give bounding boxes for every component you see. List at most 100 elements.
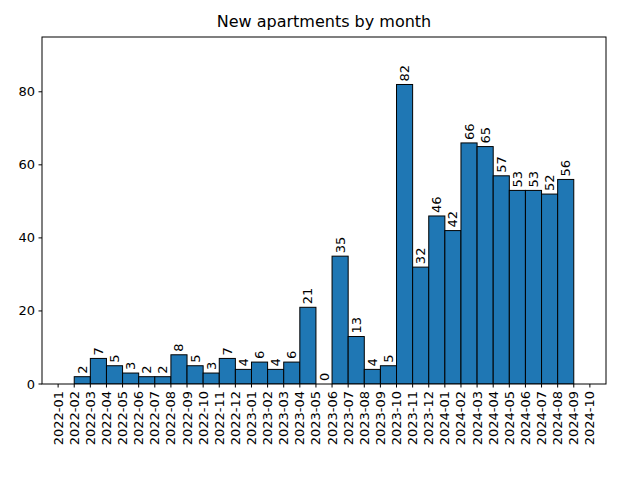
x-tick bbox=[267, 384, 268, 388]
bar bbox=[348, 337, 364, 384]
data-label: 65 bbox=[478, 127, 493, 144]
x-tick-label: 2023-10 bbox=[389, 391, 404, 445]
x-tick-label: 2022-03 bbox=[83, 391, 98, 445]
chart-container: 2753228537464621035134582324642666557535… bbox=[0, 0, 640, 480]
x-tick bbox=[138, 384, 139, 388]
x-tick-label: 2023-05 bbox=[308, 391, 323, 445]
x-tick bbox=[541, 384, 542, 388]
x-tick-label: 2022-10 bbox=[196, 391, 211, 445]
data-labels: 2753228537464621035134582324642666557535… bbox=[75, 65, 573, 381]
x-tick-label: 2024-10 bbox=[582, 391, 597, 445]
data-label: 52 bbox=[542, 175, 557, 192]
data-label: 21 bbox=[300, 288, 315, 305]
bar bbox=[106, 366, 122, 384]
bar bbox=[525, 190, 541, 384]
data-label: 5 bbox=[107, 354, 122, 362]
x-tick-label: 2024-06 bbox=[518, 391, 533, 445]
bar bbox=[542, 194, 558, 384]
bar bbox=[493, 176, 509, 384]
bar bbox=[203, 373, 219, 384]
bar bbox=[139, 377, 155, 384]
data-label: 3 bbox=[204, 362, 219, 370]
bar bbox=[171, 355, 187, 384]
bar bbox=[461, 143, 477, 384]
x-tick bbox=[315, 384, 316, 388]
chart: 2753228537464621035134582324642666557535… bbox=[0, 0, 640, 480]
data-label: 42 bbox=[445, 211, 460, 228]
x-tick bbox=[90, 384, 91, 388]
axes: 0204060802022-012022-022022-032022-04202… bbox=[18, 84, 597, 445]
title: New apartments by month bbox=[217, 12, 432, 31]
x-tick bbox=[106, 384, 107, 388]
y-tick-label: 40 bbox=[18, 230, 35, 245]
x-tick bbox=[187, 384, 188, 388]
bar bbox=[300, 307, 316, 384]
bar bbox=[397, 84, 413, 384]
x-tick bbox=[525, 384, 526, 388]
data-label: 35 bbox=[333, 237, 348, 254]
bars bbox=[74, 84, 574, 384]
x-tick bbox=[219, 384, 220, 388]
data-label: 66 bbox=[462, 123, 477, 140]
x-tick bbox=[203, 384, 204, 388]
x-tick-label: 2023-01 bbox=[244, 391, 259, 445]
bar bbox=[332, 256, 348, 384]
x-tick bbox=[557, 384, 558, 388]
data-label: 46 bbox=[429, 196, 444, 213]
x-tick bbox=[444, 384, 445, 388]
bar bbox=[268, 369, 284, 384]
x-tick bbox=[412, 384, 413, 388]
x-tick-label: 2022-01 bbox=[51, 391, 66, 445]
y-tick-label: 80 bbox=[18, 84, 35, 99]
bar bbox=[429, 216, 445, 384]
data-label: 2 bbox=[75, 365, 90, 373]
data-label: 0 bbox=[317, 373, 332, 381]
x-tick bbox=[283, 384, 284, 388]
y-tick-label: 0 bbox=[27, 377, 35, 392]
x-tick bbox=[235, 384, 236, 388]
plot-frame bbox=[42, 37, 606, 384]
data-label: 53 bbox=[510, 171, 525, 188]
x-tick-label: 2023-07 bbox=[341, 391, 356, 445]
data-label: 13 bbox=[349, 317, 364, 334]
data-label: 6 bbox=[252, 351, 267, 359]
bar bbox=[74, 377, 90, 384]
data-label: 57 bbox=[494, 156, 509, 173]
x-tick-label: 2023-02 bbox=[260, 391, 275, 445]
y-tick bbox=[39, 164, 43, 165]
bar bbox=[90, 358, 106, 384]
x-tick bbox=[58, 384, 59, 388]
x-tick-label: 2022-06 bbox=[131, 391, 146, 445]
x-tick-label: 2022-07 bbox=[147, 391, 162, 445]
x-tick-label: 2024-02 bbox=[453, 391, 468, 445]
x-tick bbox=[122, 384, 123, 388]
x-tick-label: 2023-09 bbox=[373, 391, 388, 445]
bar bbox=[251, 362, 267, 384]
bar bbox=[284, 362, 300, 384]
x-tick bbox=[428, 384, 429, 388]
x-tick-label: 2023-03 bbox=[276, 391, 291, 445]
y-tick bbox=[39, 237, 43, 238]
x-tick bbox=[396, 384, 397, 388]
background bbox=[0, 0, 640, 480]
data-label: 2 bbox=[139, 365, 154, 373]
x-tick-label: 2022-11 bbox=[212, 391, 227, 445]
data-label: 2 bbox=[155, 365, 170, 373]
x-tick bbox=[74, 384, 75, 388]
bar bbox=[477, 147, 493, 384]
bar bbox=[187, 366, 203, 384]
x-tick-label: 2023-04 bbox=[292, 391, 307, 445]
bar bbox=[558, 179, 574, 384]
y-tick-label: 20 bbox=[18, 303, 35, 318]
bar bbox=[364, 369, 380, 384]
x-tick bbox=[460, 384, 461, 388]
x-tick-label: 2022-09 bbox=[180, 391, 195, 445]
x-tick-label: 2022-12 bbox=[228, 391, 243, 445]
x-tick-label: 2022-04 bbox=[99, 391, 114, 445]
x-tick bbox=[509, 384, 510, 388]
x-tick-label: 2022-02 bbox=[67, 391, 82, 445]
x-tick-label: 2022-08 bbox=[163, 391, 178, 445]
x-tick-label: 2024-01 bbox=[437, 391, 452, 445]
x-tick-label: 2023-11 bbox=[405, 391, 420, 445]
data-label: 4 bbox=[365, 358, 380, 366]
